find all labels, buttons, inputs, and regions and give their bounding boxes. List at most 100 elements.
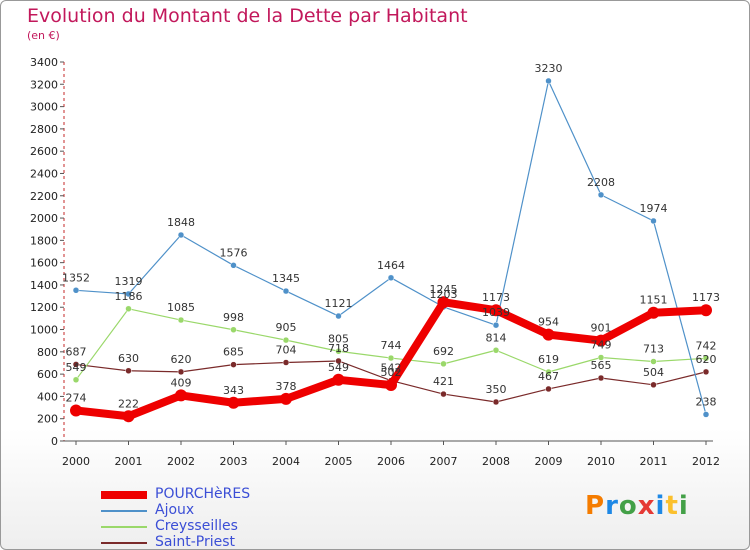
data-label: 343 bbox=[223, 384, 244, 397]
y-tick-label: 1800 bbox=[30, 234, 58, 247]
data-point bbox=[70, 404, 82, 417]
data-point bbox=[282, 336, 290, 344]
data-point bbox=[702, 355, 710, 362]
y-tick-label: 2800 bbox=[30, 123, 58, 136]
logo-letter: o bbox=[618, 491, 638, 521]
x-tick-label: 2011 bbox=[640, 455, 668, 468]
data-label: 549 bbox=[66, 361, 87, 374]
legend-label: Saint-Priest bbox=[155, 534, 236, 550]
data-point bbox=[72, 376, 80, 384]
data-point bbox=[387, 274, 395, 282]
x-tick-label: 2001 bbox=[115, 455, 143, 468]
legend-label: Ajoux bbox=[155, 502, 195, 518]
data-label: 1464 bbox=[377, 259, 405, 272]
chart-title: Evolution du Montant de la Dette par Hab… bbox=[27, 5, 468, 27]
y-tick-label: 600 bbox=[37, 368, 58, 381]
data-point bbox=[597, 354, 605, 361]
legend-swatch bbox=[101, 491, 147, 499]
y-tick-label: 2000 bbox=[30, 212, 58, 225]
data-label: 620 bbox=[696, 353, 717, 366]
x-tick-label: 2008 bbox=[482, 455, 510, 468]
data-label: 1245 bbox=[430, 283, 458, 296]
x-tick-label: 2000 bbox=[62, 455, 90, 468]
data-label: 274 bbox=[66, 391, 87, 404]
data-label: 222 bbox=[118, 397, 139, 410]
logo-letter: P bbox=[585, 491, 606, 521]
data-label: 350 bbox=[486, 383, 507, 396]
data-point bbox=[650, 358, 657, 365]
data-label: 685 bbox=[223, 346, 244, 359]
logo-letter: i bbox=[655, 491, 666, 521]
data-point bbox=[440, 390, 447, 398]
data-label: 1576 bbox=[220, 246, 248, 259]
data-label: 3230 bbox=[535, 62, 563, 75]
data-label: 1974 bbox=[640, 202, 668, 215]
data-label: 998 bbox=[223, 311, 244, 324]
data-point bbox=[332, 373, 345, 386]
data-label: 718 bbox=[328, 342, 349, 355]
proxiti-logo: Proxiti bbox=[585, 491, 689, 521]
data-point bbox=[545, 368, 552, 376]
data-label: 814 bbox=[486, 331, 507, 344]
data-point bbox=[177, 231, 185, 239]
chart-lines bbox=[70, 77, 712, 423]
data-label: 1319 bbox=[115, 275, 143, 288]
data-point bbox=[230, 262, 237, 269]
y-tick-label: 2600 bbox=[30, 145, 58, 158]
legend-label: Creysseilles bbox=[155, 518, 238, 534]
data-point bbox=[490, 304, 502, 317]
logo-letter: x bbox=[637, 491, 656, 521]
data-point bbox=[597, 374, 605, 382]
data-point bbox=[125, 290, 132, 298]
data-label: 1186 bbox=[115, 290, 143, 303]
data-label: 549 bbox=[328, 361, 349, 374]
data-point bbox=[597, 191, 605, 199]
data-label: 692 bbox=[433, 345, 454, 358]
data-label: 1203 bbox=[430, 288, 458, 301]
data-label: 704 bbox=[276, 344, 297, 357]
x-tick-label: 2006 bbox=[377, 455, 405, 468]
y-tick-label: 3400 bbox=[30, 56, 58, 69]
data-label: 713 bbox=[643, 343, 664, 356]
data-point bbox=[702, 411, 710, 418]
x-tick-label: 2009 bbox=[535, 455, 563, 468]
x-tick-label: 2004 bbox=[272, 455, 300, 468]
data-label: 542 bbox=[381, 362, 402, 375]
data-label: 1085 bbox=[167, 301, 195, 314]
data-point bbox=[282, 359, 290, 366]
data-point bbox=[492, 347, 500, 354]
legend-swatch bbox=[101, 526, 147, 528]
data-point bbox=[227, 396, 240, 409]
y-tick-label: 1600 bbox=[30, 257, 58, 270]
chart-subtitle: (en €) bbox=[27, 29, 60, 42]
data-label: 1848 bbox=[167, 216, 195, 229]
data-point bbox=[492, 321, 500, 329]
data-point bbox=[437, 296, 450, 309]
data-label: 1352 bbox=[62, 271, 90, 284]
data-label: 744 bbox=[381, 339, 402, 352]
data-label: 687 bbox=[66, 345, 87, 358]
y-tick-label: 1000 bbox=[30, 324, 58, 337]
chart-data-labels: 274 222 409 343 378 549 502 1245 1173 954 901 1151 1… bbox=[62, 62, 720, 410]
data-point bbox=[125, 367, 132, 375]
y-tick-label: 0 bbox=[51, 435, 58, 448]
legend-swatch bbox=[101, 542, 147, 544]
data-point bbox=[385, 379, 397, 392]
data-point bbox=[545, 385, 552, 393]
data-point bbox=[280, 392, 292, 405]
data-point bbox=[700, 304, 712, 317]
data-point bbox=[175, 389, 187, 402]
x-tick-label: 2012 bbox=[692, 455, 720, 468]
data-point bbox=[125, 305, 132, 313]
y-tick-label: 400 bbox=[37, 390, 58, 403]
y-tick-label: 3000 bbox=[30, 101, 58, 114]
data-label: 565 bbox=[591, 359, 612, 372]
data-label: 1173 bbox=[482, 291, 510, 304]
data-label: 238 bbox=[696, 395, 717, 408]
y-tick-label: 1400 bbox=[30, 279, 58, 292]
y-tick-label: 800 bbox=[37, 346, 58, 359]
data-point bbox=[542, 328, 555, 341]
data-point bbox=[72, 361, 80, 368]
data-label: 409 bbox=[171, 376, 192, 389]
